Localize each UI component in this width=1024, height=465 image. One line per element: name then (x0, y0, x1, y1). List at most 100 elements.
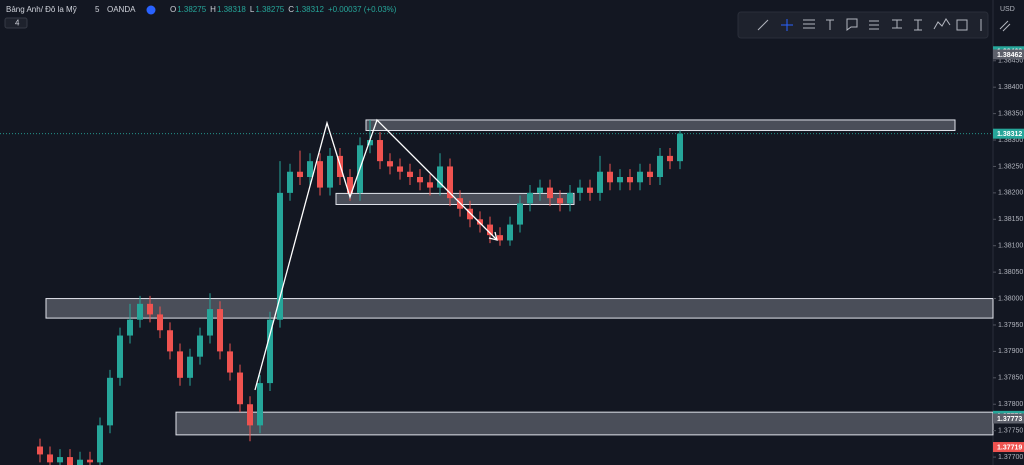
candle-body (347, 177, 353, 193)
candle-body (537, 187, 543, 193)
candle-body (257, 383, 263, 426)
ohlc: O 1.38275 H 1.38318 L 1.38275 C 1.38312 +0.00037… (170, 5, 397, 14)
candle-body (527, 192, 533, 204)
tool-cross[interactable] (781, 19, 793, 31)
arrows-button[interactable] (146, 5, 156, 15)
symbol: Bảng Anh/ Đô la Mỹ (6, 5, 77, 14)
price-tag (993, 442, 1024, 453)
candle-body (617, 177, 623, 183)
candle-body (377, 140, 383, 162)
y-tick-label: 1.38000 (998, 295, 1023, 302)
zone (175, 411, 994, 436)
y-tick-label: 1.38050 (998, 269, 1023, 276)
candle-body (67, 457, 73, 465)
candle-body (277, 192, 283, 320)
drawings (254, 118, 498, 391)
zone (335, 192, 575, 205)
candle-body (247, 404, 253, 426)
candle-body (637, 171, 643, 183)
candle-body (157, 314, 163, 331)
candle-body (77, 459, 83, 465)
candle-body (487, 224, 493, 236)
price-tag-label: 1.37719 (997, 444, 1022, 451)
price-tag-label: 1.38462 (997, 52, 1022, 59)
y-tick-label: 1.38350 (998, 110, 1023, 117)
candle-body (597, 171, 603, 193)
candle-body (447, 166, 453, 199)
tool-pattern[interactable] (933, 18, 951, 30)
zigzag-drawing (254, 118, 498, 391)
plot (0, 119, 994, 465)
y-tick-label: 1.38450 (998, 58, 1023, 65)
y-tick-label: 1.37850 (998, 375, 1023, 382)
ohlc-value: 1.38275 (177, 5, 206, 14)
candle-body (167, 330, 173, 352)
tool-text[interactable] (826, 19, 834, 30)
candle-body (507, 224, 513, 241)
candle-body (467, 208, 473, 220)
ohlc-value: 1.38318 (217, 5, 246, 14)
tool-line[interactable] (757, 19, 769, 31)
candle-body (97, 425, 103, 463)
candle-body (127, 319, 133, 336)
indicator-count: 4 (15, 19, 20, 28)
y-tick-label: 1.38150 (998, 216, 1023, 223)
arrow-head (488, 231, 498, 241)
candle-body (207, 309, 213, 336)
zone (365, 119, 956, 132)
candle-body (387, 161, 393, 167)
exchange: OANDA (107, 5, 136, 14)
change: +0.00037 (+0.03%) (328, 5, 397, 14)
y-tick-label: 1.37750 (998, 427, 1023, 434)
tool-fib[interactable] (803, 19, 815, 29)
candle-body (647, 171, 653, 178)
candle-body (57, 457, 63, 463)
candle-body (547, 187, 553, 199)
candle-body (187, 356, 193, 378)
candle-body (607, 171, 613, 183)
y-tick-label: 1.38300 (998, 137, 1023, 144)
tool-range[interactable] (869, 20, 879, 30)
candle-body (417, 177, 423, 183)
tool-rect[interactable] (956, 19, 968, 31)
ohlc-key: L (250, 5, 255, 14)
price-tag-label: 1.37773 (997, 416, 1022, 423)
candle-body (667, 155, 673, 162)
candle-body (557, 198, 563, 204)
candle-body (677, 133, 683, 162)
tool-brush[interactable] (999, 20, 1011, 32)
candle-body (397, 166, 403, 172)
candle-body (307, 161, 313, 178)
tool-date[interactable] (914, 19, 922, 31)
zone (45, 298, 994, 319)
y-tick-label: 1.37800 (998, 401, 1023, 408)
candle-body (177, 351, 183, 378)
candle-body (477, 219, 483, 225)
candle-body (497, 235, 503, 241)
candle-body (287, 171, 293, 193)
price-tag (993, 128, 1024, 139)
ohlc-key: C (288, 5, 294, 14)
y-tick-label: 1.37950 (998, 322, 1023, 329)
price-tag-label: 1.38312 (997, 131, 1022, 138)
candle-body (407, 171, 413, 178)
toolbar-panel (737, 11, 989, 39)
tool-note[interactable] (846, 18, 858, 31)
indicator-toggle[interactable] (4, 17, 28, 29)
candle-body (117, 335, 123, 378)
candle-body (37, 446, 43, 455)
candle-body (587, 187, 593, 193)
candle-body (317, 161, 323, 188)
candle-body (367, 140, 373, 146)
candle-body (297, 171, 303, 178)
candle-body (237, 372, 243, 405)
header: Bảng Anh/ Đô la Mỹ 5 OANDA O 1.38275 H 1.38… (4, 5, 1015, 29)
candle-body (87, 459, 93, 463)
toolbar (737, 11, 1011, 39)
candle-body (137, 303, 143, 320)
candle-body (47, 454, 53, 463)
ohlc-value: 1.38312 (295, 5, 324, 14)
candle-body (197, 335, 203, 357)
tool-price[interactable] (892, 19, 902, 29)
y-tick-label: 1.38100 (998, 243, 1023, 250)
